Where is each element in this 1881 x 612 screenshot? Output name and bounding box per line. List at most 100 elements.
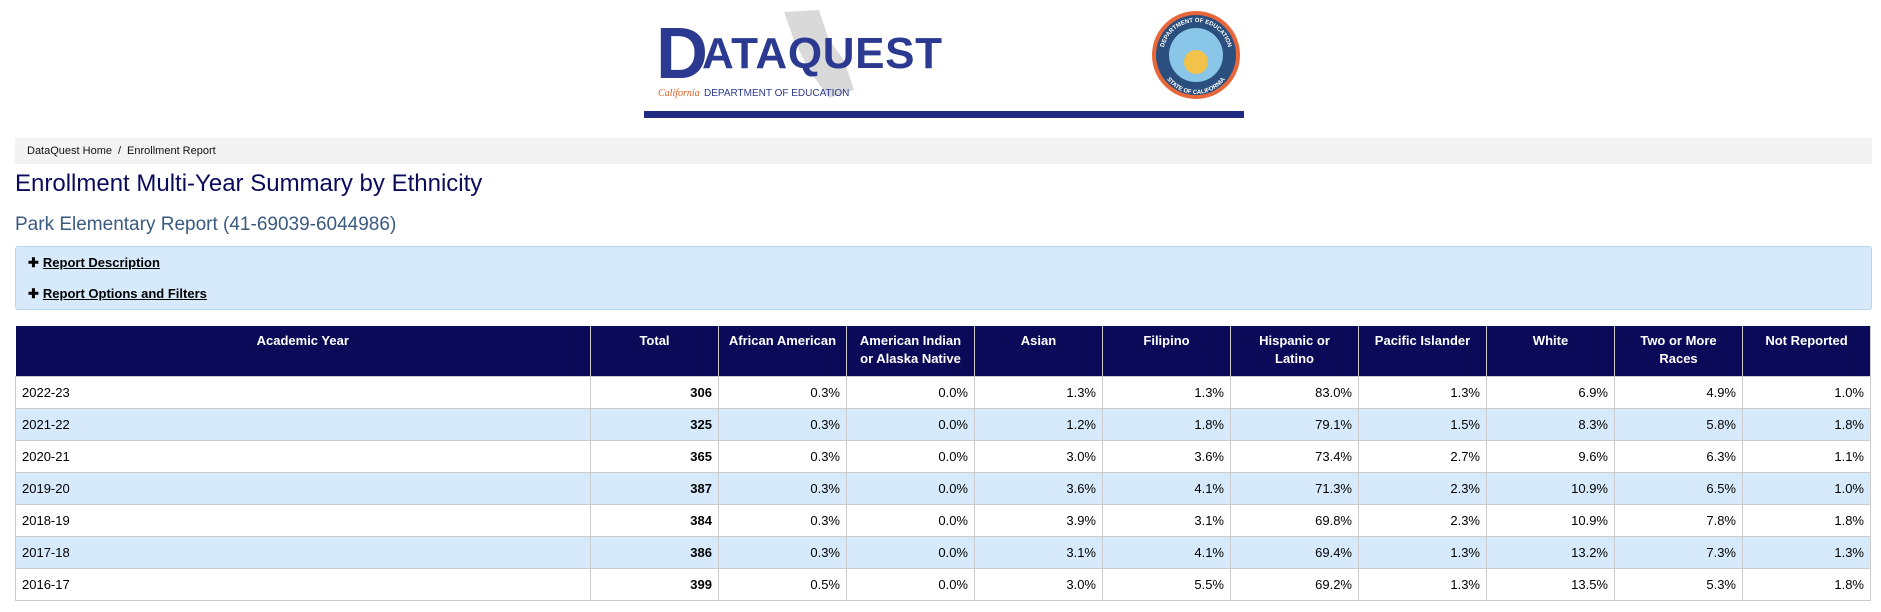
table-row: 2016-17 399 0.5% 0.0% 3.0% 5.5% 69.2% 1.3% 13.5%… [15,567,1871,601]
percent-cell: 3.6% [1102,439,1231,473]
percent-cell: 0.0% [846,407,975,441]
header-bar [644,111,1244,118]
percent-cell: 3.1% [974,535,1103,569]
table-row: 2021-22 325 0.3% 0.0% 1.2% 1.8% 79.1% 1.5% 8.3% 5… [15,407,1871,441]
percent-cell: 4.1% [1102,535,1231,569]
year-cell: 2019-20 [15,471,591,505]
total-cell: 306 [590,375,719,409]
column-header: Pacific Islander [1358,326,1487,376]
total-cell: 365 [590,439,719,473]
percent-cell: 0.3% [718,535,847,569]
state-outline [784,10,854,98]
year-cell: 2022-23 [15,375,591,409]
percent-cell: 2.3% [1358,503,1487,537]
percent-cell: 1.3% [1102,375,1231,409]
percent-cell: 1.8% [1742,407,1871,441]
percent-cell: 3.0% [974,439,1103,473]
percent-cell: 1.5% [1358,407,1487,441]
percent-cell: 7.3% [1614,535,1743,569]
percent-cell: 69.4% [1230,535,1359,569]
percent-cell: 6.3% [1614,439,1743,473]
logo-state: California [658,88,700,99]
percent-cell: 83.0% [1230,375,1359,409]
percent-cell: 0.0% [846,567,975,601]
percent-cell: 3.9% [974,503,1103,537]
accordion: ✚ Report Description ✚ Report Options and … [15,246,1872,310]
percent-cell: 0.0% [846,535,975,569]
percent-cell: 69.8% [1230,503,1359,537]
column-header: Filipino [1102,326,1231,376]
accordion-item[interactable]: ✚ Report Options and Filters [28,286,207,301]
column-header: African American [718,326,847,376]
percent-cell: 1.0% [1742,471,1871,505]
total-cell: 387 [590,471,719,505]
percent-cell: 13.5% [1486,567,1615,601]
percent-cell: 3.0% [974,567,1103,601]
total-cell: 384 [590,503,719,537]
percent-cell: 9.6% [1486,439,1615,473]
percent-cell: 10.9% [1486,503,1615,537]
percent-cell: 0.5% [718,567,847,601]
column-header: Not Reported [1742,326,1871,376]
column-header: Asian [974,326,1103,376]
percent-cell: 73.4% [1230,439,1359,473]
year-cell: 2021-22 [15,407,591,441]
percent-cell: 1.1% [1742,439,1871,473]
table-head: Academic Year Total African American Americ… [15,326,1871,376]
header: D ATAQUEST California DEPARTMENT OF EDUC… [644,10,1244,118]
breadcrumb-link[interactable]: DataQuest Home [27,145,112,157]
column-header: Academic Year [15,326,591,376]
percent-cell: 0.0% [846,471,975,505]
column-header: Total [590,326,719,376]
percent-cell: 4.9% [1614,375,1743,409]
percent-cell: 5.8% [1614,407,1743,441]
breadcrumb: DataQuest Home / Enrollment Report [15,138,1872,164]
column-header: American Indian or Alaska Native [846,326,975,376]
percent-cell: 2.3% [1358,471,1487,505]
percent-cell: 1.8% [1742,503,1871,537]
percent-cell: 1.3% [1358,535,1487,569]
percent-cell: 3.1% [1102,503,1231,537]
accordion-label[interactable]: Report Description [42,255,160,270]
year-cell: 2018-19 [15,503,591,537]
percent-cell: 13.2% [1486,535,1615,569]
table-row: 2017-18 386 0.3% 0.0% 3.1% 4.1% 69.4% 1.3% 13.2%… [15,535,1871,569]
accordion-item[interactable]: ✚ Report Description [28,255,160,270]
percent-cell: 1.8% [1102,407,1231,441]
table-row: 2022-23 306 0.3% 0.0% 1.3% 1.3% 83.0% 1.3% 6.9% 4… [15,375,1871,409]
seal: DEPARTMENT OF EDUCATION STATE OF CALIFOR… [1152,11,1240,99]
breadcrumb-current: Enrollment Report [127,145,216,157]
data-table: Academic Year Total African American Americ… [15,326,1871,601]
percent-cell: 2.7% [1358,439,1487,473]
percent-cell: 10.9% [1486,471,1615,505]
year-cell: 2020-21 [15,439,591,473]
percent-cell: 71.3% [1230,471,1359,505]
column-header: Hispanic or Latino [1230,326,1359,376]
table-row: 2019-20 387 0.3% 0.0% 3.6% 4.1% 71.3% 2.3% 10.9%… [15,471,1871,505]
table-row: 2020-21 365 0.3% 0.0% 3.0% 3.6% 73.4% 2.7% 9.6% 6… [15,439,1871,473]
percent-cell: 1.3% [1358,567,1487,601]
percent-cell: 0.0% [846,439,975,473]
percent-cell: 0.3% [718,375,847,409]
percent-cell: 7.8% [1614,503,1743,537]
breadcrumb-sep: / [117,145,122,157]
percent-cell: 79.1% [1230,407,1359,441]
logo-letter: D [656,14,708,94]
percent-cell: 0.3% [718,503,847,537]
percent-cell: 3.6% [974,471,1103,505]
percent-cell: 0.0% [846,375,975,409]
accordion-label[interactable]: Report Options and Filters [42,286,207,301]
percent-cell: 0.3% [718,439,847,473]
year-cell: 2016-17 [15,567,591,601]
logo-word: ATAQUEST [702,29,942,78]
percent-cell: 1.2% [974,407,1103,441]
percent-cell: 5.3% [1614,567,1743,601]
percent-cell: 5.5% [1102,567,1231,601]
percent-cell: 6.9% [1486,375,1615,409]
percent-cell: 6.5% [1614,471,1743,505]
percent-cell: 1.0% [1742,375,1871,409]
table-body: 2022-23 306 0.3% 0.0% 1.3% 1.3% 83.0% 1.3% 6.9% 4… [15,375,1871,601]
column-header: White [1486,326,1615,376]
header-row: Academic Year Total African American Americ… [15,326,1871,376]
